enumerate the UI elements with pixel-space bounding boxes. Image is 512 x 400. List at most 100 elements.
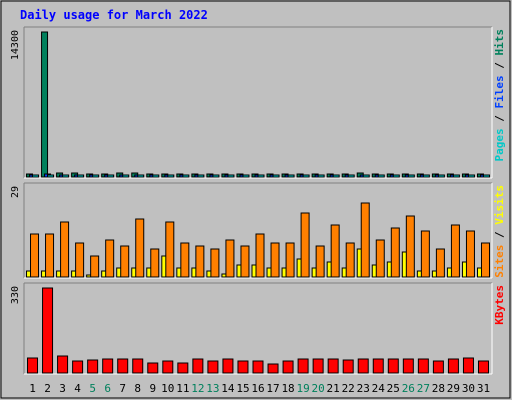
bar-sites-day-17 <box>270 242 280 278</box>
bar-pages-day-16 <box>257 174 265 178</box>
bar-pages-day-11 <box>182 174 190 178</box>
bar-kbytes-day-25 <box>387 358 399 374</box>
bar-sites-day-6 <box>105 239 115 278</box>
x-tick-day-3: 3 <box>59 382 66 395</box>
bar-kbytes-day-30 <box>462 357 474 374</box>
bar-kbytes-day-8 <box>132 358 144 374</box>
bar-pages-day-14 <box>227 174 235 178</box>
bar-kbytes-day-3 <box>57 355 69 374</box>
bar-pages-day-20 <box>317 174 325 178</box>
legend-sites: Sites <box>493 245 506 278</box>
bar-pages-day-12 <box>197 174 205 178</box>
x-tick-day-23: 23 <box>357 382 370 395</box>
x-tick-day-10: 10 <box>161 382 174 395</box>
x-axis-labels: 1 2 3 4 5 6 7 8 9 10 11 12 13 14 15 16 17 18 19 20 21 22 23 24 2… <box>29 382 490 395</box>
chart-panels: 14300 Pages / Files / Hits 29 Sites / Visit… <box>10 26 506 375</box>
legend-pages: Pages <box>493 128 506 161</box>
x-tick-day-6: 6 <box>104 382 111 395</box>
x-tick-day-22: 22 <box>342 382 355 395</box>
x-tick-day-17: 17 <box>266 382 279 395</box>
bar-sites-day-20 <box>315 245 325 278</box>
bar-kbytes-day-21 <box>327 358 339 374</box>
bar-pages-day-8 <box>137 174 145 178</box>
bar-pages-day-22 <box>347 174 355 178</box>
panel-background <box>24 283 492 374</box>
bar-pages-day-17 <box>272 174 280 178</box>
x-tick-day-20: 20 <box>312 382 325 395</box>
bar-kbytes-day-22 <box>342 359 354 374</box>
legend-separator: / <box>493 56 506 76</box>
x-tick-day-13: 13 <box>206 382 219 395</box>
bar-kbytes-day-27 <box>417 358 429 374</box>
bar-kbytes-day-6 <box>102 358 114 374</box>
bar-kbytes-day-28 <box>432 360 444 374</box>
bar-sites-day-19 <box>300 212 310 278</box>
panel-legend: Pages / Files / Hits <box>493 29 506 162</box>
bar-sites-day-16 <box>255 233 265 278</box>
bar-pages-day-30 <box>467 174 475 178</box>
bar-pages-day-28 <box>437 174 445 178</box>
x-tick-day-12: 12 <box>191 382 204 395</box>
bar-sites-day-26 <box>405 215 415 278</box>
bar-sites-day-30 <box>465 230 475 278</box>
bar-kbytes-day-2 <box>42 287 54 374</box>
legend-kbytes: KBytes <box>493 285 506 325</box>
x-tick-day-31: 31 <box>477 382 490 395</box>
bar-pages-day-25 <box>392 174 400 178</box>
bar-sites-day-31 <box>480 242 490 278</box>
chart-title: Daily usage for March 2022 <box>20 8 208 22</box>
bar-pages-day-5 <box>92 174 100 178</box>
panel-visits-sites: 29 Sites / Visits <box>10 182 506 279</box>
bar-sites-day-18 <box>285 242 295 278</box>
bar-pages-day-24 <box>377 174 385 178</box>
bar-pages-day-29 <box>452 174 460 178</box>
bar-pages-day-2 <box>47 174 55 178</box>
bar-hits-day-2 <box>41 31 49 178</box>
bar-sites-day-15 <box>240 245 250 278</box>
bar-sites-day-29 <box>450 224 460 278</box>
bar-kbytes-day-19 <box>297 358 309 374</box>
bar-sites-day-28 <box>435 248 445 278</box>
bar-pages-day-15 <box>242 174 250 178</box>
bar-kbytes-day-26 <box>402 358 414 374</box>
x-tick-day-21: 21 <box>327 382 340 395</box>
bar-kbytes-day-31 <box>477 360 489 374</box>
bar-kbytes-day-11 <box>177 362 189 374</box>
x-tick-day-26: 26 <box>402 382 415 395</box>
x-tick-day-9: 9 <box>149 382 156 395</box>
bar-pages-day-7 <box>122 174 130 178</box>
bar-kbytes-day-20 <box>312 358 324 374</box>
bar-pages-day-19 <box>302 174 310 178</box>
bar-pages-day-10 <box>167 174 175 178</box>
bar-sites-day-11 <box>180 242 190 278</box>
x-tick-day-15: 15 <box>236 382 249 395</box>
bar-sites-day-14 <box>225 239 235 278</box>
bar-pages-day-1 <box>32 174 40 178</box>
ymax-label: 330 <box>10 286 21 304</box>
bar-sites-day-22 <box>345 242 355 278</box>
bar-sites-day-27 <box>420 230 430 278</box>
bar-pages-day-31 <box>482 174 490 178</box>
x-tick-day-29: 29 <box>447 382 460 395</box>
bar-sites-day-7 <box>120 245 130 278</box>
bar-kbytes-day-15 <box>237 360 249 374</box>
bar-kbytes-day-4 <box>72 360 84 374</box>
bar-kbytes-day-9 <box>147 362 159 374</box>
x-tick-day-11: 11 <box>176 382 189 395</box>
bar-kbytes-day-23 <box>357 358 369 374</box>
bar-sites-day-24 <box>375 239 385 278</box>
panel-hits-files-pages: 14300 Pages / Files / Hits <box>10 26 506 179</box>
x-tick-day-19: 19 <box>296 382 309 395</box>
legend-separator: / <box>493 225 506 245</box>
panel-background <box>24 27 492 178</box>
x-tick-day-27: 27 <box>417 382 430 395</box>
bar-kbytes-day-12 <box>192 358 204 374</box>
bar-sites-day-12 <box>195 245 205 278</box>
ymax-label: 14300 <box>10 30 21 60</box>
x-tick-day-25: 25 <box>387 382 400 395</box>
bar-pages-day-3 <box>62 174 70 178</box>
panel-legend: Sites / Visits <box>493 185 506 278</box>
bar-sites-day-21 <box>330 224 340 278</box>
bar-kbytes-day-14 <box>222 358 234 374</box>
